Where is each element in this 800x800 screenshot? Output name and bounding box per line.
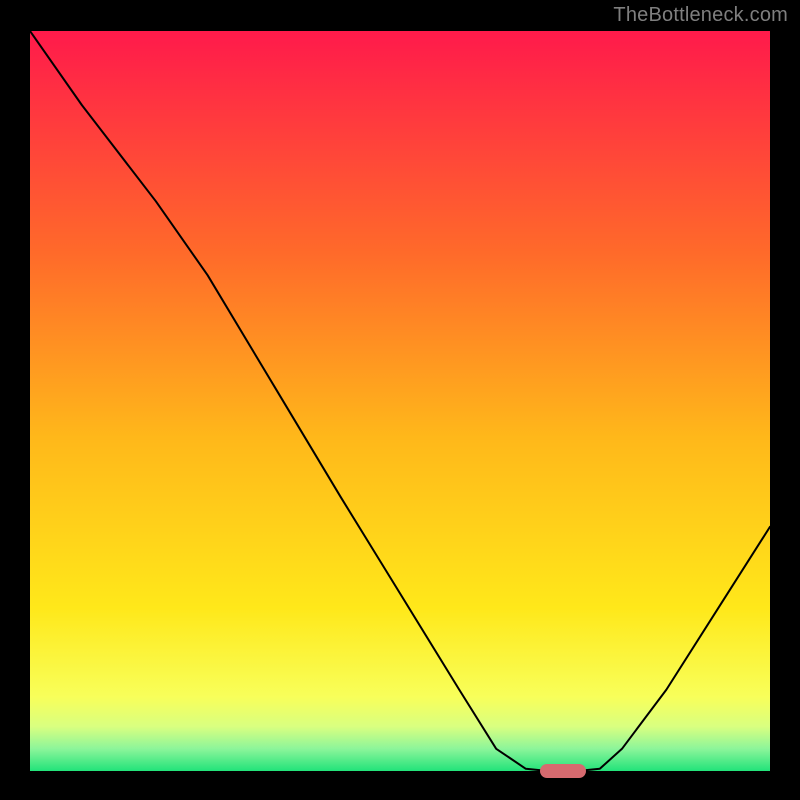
- plot-area: [30, 31, 770, 771]
- chart-svg: [30, 31, 770, 771]
- watermark-text: TheBottleneck.com: [613, 4, 788, 27]
- optimal-marker: [540, 764, 586, 778]
- gradient-backdrop: [30, 31, 770, 771]
